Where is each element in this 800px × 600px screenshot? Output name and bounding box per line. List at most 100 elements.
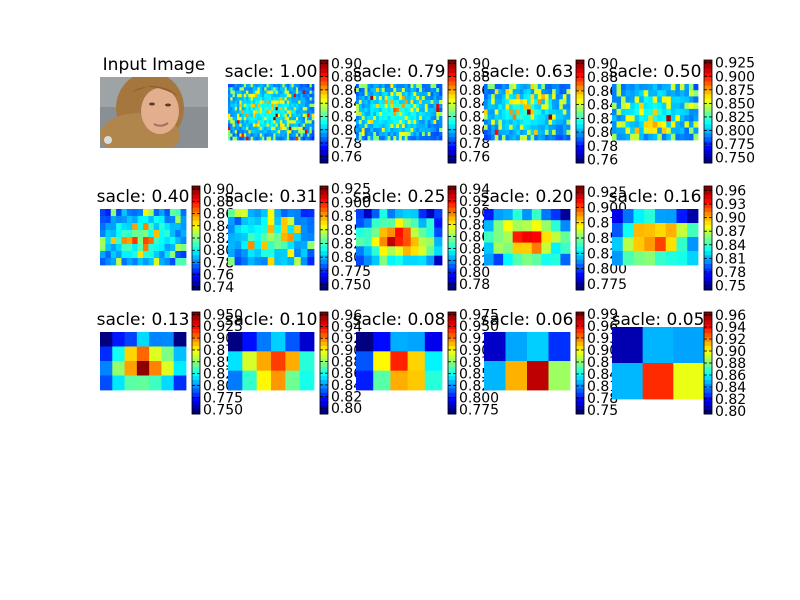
heatmap-cell xyxy=(433,112,437,117)
heatmap-cell xyxy=(370,136,374,141)
colorbar-segment xyxy=(448,346,456,351)
heatmap-cell xyxy=(544,134,549,141)
heatmap-cell xyxy=(616,96,622,104)
colorbar-tick-label: 0.90 xyxy=(715,344,746,360)
colorbar-segment xyxy=(448,216,456,222)
heatmap-cell xyxy=(522,253,533,266)
heatmap-cell xyxy=(289,97,292,101)
colorbar-segment xyxy=(704,145,712,151)
colorbar-segment xyxy=(704,216,712,222)
colorbar-segment xyxy=(704,190,712,196)
heatmap-title: sacle: 0.05 xyxy=(612,310,705,330)
heatmap-cell xyxy=(534,119,539,126)
heatmap-cell xyxy=(295,120,299,124)
heatmap-cell xyxy=(261,113,265,118)
colorbar-segment xyxy=(192,281,200,287)
heatmap-cell xyxy=(289,93,292,98)
colorbar-segment xyxy=(448,225,456,230)
colorbar-segment xyxy=(448,375,456,381)
heatmap-cell xyxy=(370,112,374,117)
colorbar-segment xyxy=(192,194,200,200)
heatmap-cell xyxy=(555,114,560,121)
colorbar-tick-label: 0.825 xyxy=(715,110,755,126)
heatmap-cell xyxy=(402,246,412,257)
colorbar-segment xyxy=(320,233,328,239)
heatmap-cell xyxy=(390,351,408,372)
heatmap-cell xyxy=(559,94,564,100)
colorbar-segment xyxy=(448,384,456,389)
colorbar-segment xyxy=(576,225,584,230)
heatmap-cell xyxy=(261,133,265,138)
heatmap-cell xyxy=(300,113,304,118)
heatmap-cell xyxy=(648,108,654,116)
heatmap-cell xyxy=(621,108,626,116)
heatmap-cell xyxy=(361,84,365,89)
heatmap-cell xyxy=(234,257,242,266)
colorbar-tick-label: 0.975 xyxy=(459,307,499,323)
heatmap-cell xyxy=(293,103,297,108)
heatmap-cell xyxy=(268,136,272,141)
heatmap-cell xyxy=(230,100,233,105)
heatmap-cell xyxy=(612,102,617,110)
heatmap-title: sacle: 0.50 xyxy=(609,62,702,82)
heatmap-cell xyxy=(642,327,674,364)
heatmap-cell xyxy=(424,112,429,117)
heatmap-cell xyxy=(228,110,231,115)
colorbar-segment xyxy=(320,150,328,155)
heatmap-cell xyxy=(436,112,440,117)
heatmap-cell xyxy=(363,255,373,266)
heatmap-cell xyxy=(121,258,128,266)
heatmap-cell xyxy=(433,88,437,93)
heatmap-cell xyxy=(381,88,386,93)
colorbar-segment xyxy=(192,212,200,217)
heatmap-cell xyxy=(487,109,492,115)
heatmap-cell xyxy=(309,126,313,131)
colorbar-segment xyxy=(320,255,328,261)
heatmap-cell xyxy=(282,133,285,138)
heatmap-cell xyxy=(393,124,397,129)
heatmap-cell xyxy=(523,94,528,100)
colorbar-segment xyxy=(704,272,712,278)
heatmap-cell xyxy=(255,103,258,108)
heatmap-cell xyxy=(367,132,371,137)
colorbar-segment xyxy=(448,212,456,217)
colorbar-segment xyxy=(576,220,584,226)
heatmap-cell xyxy=(433,124,437,129)
colorbar-segment xyxy=(448,238,456,243)
heatmap-cell xyxy=(644,223,656,238)
heatmap-cell xyxy=(378,136,383,141)
heatmap-cell xyxy=(562,109,567,115)
colorbar-segment xyxy=(448,203,456,209)
heatmap-cell xyxy=(302,90,306,95)
colorbar-segment xyxy=(320,216,328,222)
colorbar-segment xyxy=(576,132,584,138)
heatmap-cell xyxy=(418,218,427,229)
heatmap-cell xyxy=(255,110,258,115)
heatmap-cell xyxy=(501,104,506,110)
heatmap-cell xyxy=(378,84,383,89)
colorbar-segment xyxy=(192,225,200,230)
colorbar-tick-label: 0.900 xyxy=(715,69,755,85)
heatmap-cell xyxy=(643,96,649,104)
heatmap-cell xyxy=(657,102,663,110)
colorbar-segment xyxy=(576,401,584,406)
heatmap-cell xyxy=(277,116,281,121)
heatmap-cell xyxy=(280,116,283,121)
colorbar-segment xyxy=(448,285,456,291)
heatmap-cell xyxy=(356,132,360,137)
heatmap-cell xyxy=(234,126,238,131)
heatmap-cell xyxy=(239,110,242,115)
heatmap-cell xyxy=(295,97,299,101)
heatmap-cell xyxy=(243,110,247,115)
heatmap-cell xyxy=(180,244,187,252)
colorbar-tick-label: 0.76 xyxy=(331,149,362,165)
heatmap-cell xyxy=(100,244,106,252)
heatmap-cell xyxy=(439,88,443,93)
colorbar-segment xyxy=(320,124,328,130)
heatmap-cell xyxy=(419,120,423,125)
heatmap-cell xyxy=(266,97,270,101)
colorbar-tick-label: 0.84 xyxy=(715,238,746,254)
colorbar-segment xyxy=(192,216,200,222)
heatmap-cell xyxy=(407,108,411,113)
heatmap-cell xyxy=(630,127,636,135)
